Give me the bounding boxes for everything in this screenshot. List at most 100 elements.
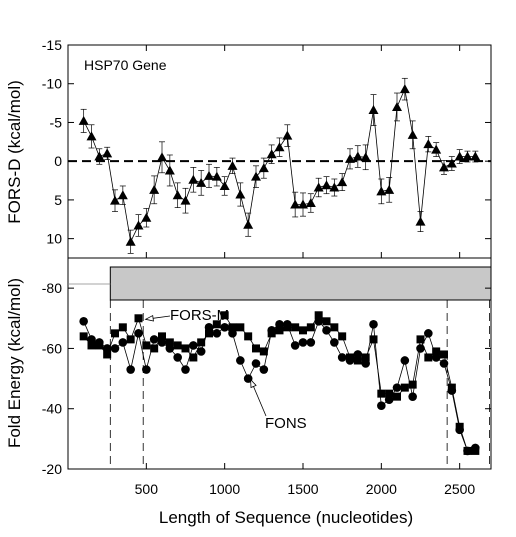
x-tick-label: 500 xyxy=(135,481,159,497)
fors-m-point xyxy=(126,335,135,344)
bottom-y-tick-label: -20 xyxy=(42,461,62,477)
fors-d-point xyxy=(141,212,152,222)
fors-d-point xyxy=(446,158,457,168)
fors-d-point xyxy=(360,152,371,162)
fors-m-point xyxy=(306,323,315,332)
fors-d-point xyxy=(102,148,113,158)
fors-m-point xyxy=(252,344,260,353)
fors-m-point xyxy=(440,350,448,359)
fors-m-point xyxy=(142,341,151,350)
fors-d-point xyxy=(352,151,363,161)
fors-d-point xyxy=(125,236,136,246)
fors-m-point xyxy=(432,347,441,356)
fors-m-arrow-head xyxy=(144,314,154,322)
fons-point xyxy=(118,338,128,347)
fors-m-point xyxy=(259,347,268,356)
fors-d-point xyxy=(305,198,316,208)
fons-point xyxy=(126,365,135,374)
fors-m-point xyxy=(338,332,347,341)
fors-m-point xyxy=(158,332,166,341)
fors-d-point xyxy=(157,152,167,162)
fons-point xyxy=(228,329,237,338)
fons-point xyxy=(251,359,261,368)
fons-point xyxy=(361,359,370,368)
fors-d-point xyxy=(117,190,128,200)
fons-point xyxy=(290,341,300,350)
fors-d-point xyxy=(376,186,387,196)
fors-d-point xyxy=(368,105,379,115)
fors-d-point xyxy=(235,189,246,199)
fons-point xyxy=(220,323,229,332)
fons-point xyxy=(471,443,480,453)
x-axis-label: Length of Sequence (nucleotides) xyxy=(159,508,413,527)
fors-m-point xyxy=(103,350,112,359)
fons-point xyxy=(196,347,206,356)
fons-point xyxy=(369,320,378,329)
fons-point xyxy=(259,365,269,374)
fors-m-point xyxy=(205,329,213,338)
fors-d-point xyxy=(415,216,426,226)
gene-coding-bar xyxy=(109,266,492,301)
fors-m-point xyxy=(111,329,119,338)
x-tick-label: 1500 xyxy=(287,481,318,497)
fons-point xyxy=(408,392,417,401)
fors-d-point xyxy=(407,129,418,139)
fons-point xyxy=(337,353,347,362)
fors-d-point xyxy=(258,163,269,173)
bottom-y-tick-label: -80 xyxy=(42,280,62,296)
top-y-tick-label: -15 xyxy=(42,37,62,53)
fors-d-point xyxy=(298,199,308,209)
fons-point xyxy=(212,329,222,338)
fors-m-point xyxy=(181,344,190,353)
fors-m-point xyxy=(150,344,159,353)
fors-d-point xyxy=(282,130,293,140)
fors-d-point xyxy=(454,151,465,161)
fors-m-point xyxy=(275,326,284,335)
fors-m-point xyxy=(416,335,425,344)
fors-m-point xyxy=(244,332,253,341)
fons-point xyxy=(463,446,472,456)
fons-point xyxy=(236,356,245,365)
fors-m-point xyxy=(385,389,394,398)
top-y-tick-label: 5 xyxy=(54,192,62,208)
fors-d-point xyxy=(345,153,355,163)
fons-point xyxy=(283,320,292,329)
fors-m-point xyxy=(353,356,362,365)
fons-point xyxy=(306,338,316,347)
fors-d-point xyxy=(439,162,449,172)
x-tick-label: 2000 xyxy=(366,481,397,497)
fors-m-point xyxy=(87,341,96,350)
top-y-tick-label: 10 xyxy=(46,231,62,247)
fons-point xyxy=(102,344,112,353)
fors-d-point xyxy=(110,195,120,205)
fors-m-point xyxy=(424,353,433,362)
fors-d-point xyxy=(399,84,410,94)
fons-point xyxy=(447,386,457,395)
fons-point xyxy=(204,323,214,332)
fons-point xyxy=(431,353,441,362)
fors-d-point xyxy=(423,139,434,149)
fors-d-point xyxy=(384,184,395,194)
fors-m-point xyxy=(134,314,143,323)
top-y-axis-label: FORS-D (kcal/mol) xyxy=(5,80,24,224)
fors-m-point xyxy=(236,323,245,332)
fors-m-point xyxy=(369,335,378,344)
x-tick-label: 2500 xyxy=(444,481,475,497)
fors-m-point xyxy=(228,323,237,332)
fors-d-point xyxy=(196,177,207,187)
fors-d-point xyxy=(470,151,481,161)
top-y-tick-label: -5 xyxy=(50,114,63,130)
fors-m-point xyxy=(173,341,182,350)
fors-d-point xyxy=(313,182,324,192)
fons-point xyxy=(377,401,386,411)
fors-m-point xyxy=(165,338,174,347)
fors-m-point xyxy=(291,323,300,332)
fons-point xyxy=(79,317,88,326)
fors-m-point xyxy=(400,383,409,392)
fons-point xyxy=(439,359,449,368)
fors-d-line xyxy=(83,87,476,244)
fons-point xyxy=(322,326,331,335)
fors-m-point xyxy=(118,323,127,332)
fors-d-point xyxy=(172,190,183,200)
